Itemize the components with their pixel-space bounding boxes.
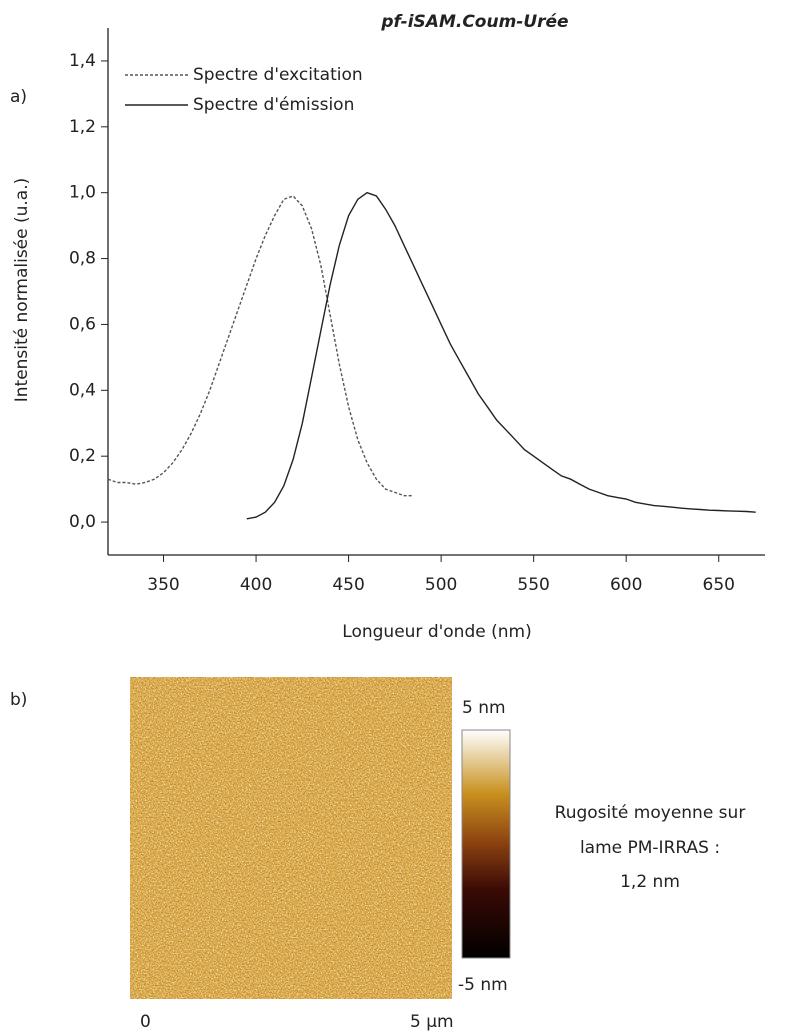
y-tick-label: 0,8: [69, 249, 96, 269]
legend-label: Spectre d'excitation: [193, 65, 363, 85]
y-axis-label: Intensité normalisée (u.a.): [12, 178, 32, 403]
panel-label: b): [10, 690, 27, 710]
y-tick-label: 0,0: [69, 512, 96, 532]
x-tick-label: 600: [610, 575, 642, 595]
x-tick-label: 650: [703, 575, 735, 595]
y-tick-label: 1,0: [69, 183, 96, 203]
afm-image: [130, 677, 452, 999]
y-tick-label: 1,2: [69, 117, 96, 137]
afm-x-end: 5 µm: [410, 1012, 454, 1032]
afm-x-start: 0: [140, 1012, 151, 1032]
x-tick-label: 350: [147, 575, 179, 595]
x-tick-label: 500: [425, 575, 457, 595]
y-tick-label: 0,4: [69, 380, 96, 400]
note: 1,2 nm: [620, 872, 680, 892]
legend-label: Spectre d'émission: [193, 95, 354, 115]
series-line: [246, 191, 756, 520]
x-axis-label: Longueur d'onde (nm): [342, 622, 531, 642]
series-line: [107, 195, 414, 497]
color-bar: [461, 729, 511, 959]
y-tick-label: 0,6: [69, 314, 96, 334]
scale-min: -5 nm: [458, 975, 508, 995]
scale-max: 5 nm: [462, 698, 506, 718]
note: lame PM-IRRAS :: [580, 838, 720, 858]
panel-label: a): [10, 87, 27, 107]
chart-title: pf-iSAM.Coum-Urée: [380, 12, 568, 32]
y-tick-label: 1,4: [69, 51, 96, 71]
x-tick-label: 400: [240, 575, 272, 595]
y-tick-label: 0,2: [69, 446, 96, 466]
x-tick-label: 550: [517, 575, 549, 595]
x-tick-label: 450: [332, 575, 364, 595]
note: Rugosité moyenne sur: [555, 803, 746, 823]
